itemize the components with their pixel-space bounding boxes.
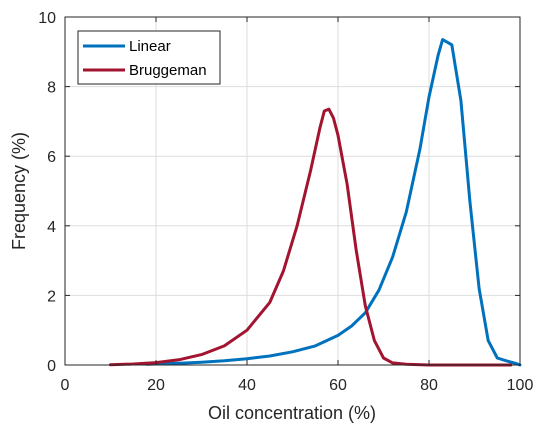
legend-label-bruggeman: Bruggeman (129, 62, 207, 79)
x-tick-label: 80 (420, 377, 438, 394)
x-axis-label: Oil concentration (%) (208, 403, 376, 423)
y-tick-label: 10 (38, 10, 56, 27)
y-tick-label: 4 (47, 219, 56, 236)
y-tick-labels: 0 2 4 6 8 10 (38, 10, 56, 375)
x-tick-label: 60 (329, 377, 347, 394)
series-lines (109, 38, 522, 367)
x-tick-labels: 0 20 40 60 80 100 (61, 377, 534, 394)
series-line-bruggeman (109, 107, 513, 367)
legend-box (77, 30, 221, 85)
plot-frame (64, 16, 521, 366)
legend: Linear Bruggeman (77, 30, 221, 85)
x-tick-label: 40 (238, 377, 256, 394)
x-tick-label: 100 (507, 377, 534, 394)
y-tick-label: 6 (47, 149, 56, 166)
legend-label-linear: Linear (129, 38, 171, 55)
y-axis-label: Frequency (%) (9, 132, 29, 250)
series-line-linear (145, 38, 522, 367)
axis-ticks (64, 16, 521, 366)
y-tick-label: 0 (47, 358, 56, 375)
x-tick-label: 0 (61, 377, 70, 394)
y-tick-label: 2 (47, 288, 56, 305)
y-tick-label: 8 (47, 80, 56, 97)
x-tick-label: 20 (147, 377, 165, 394)
